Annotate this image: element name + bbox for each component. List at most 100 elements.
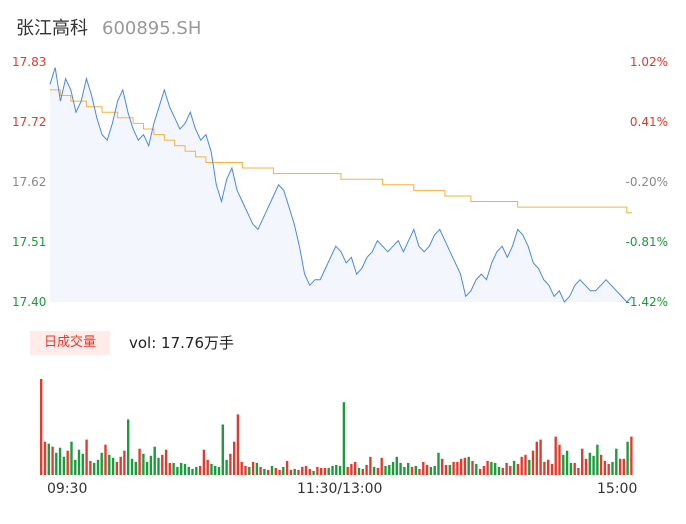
- volume-bar: [573, 462, 576, 475]
- volume-bar: [111, 457, 115, 475]
- volume-bar: [369, 456, 372, 475]
- volume-bar: [505, 462, 508, 475]
- volume-bar: [293, 468, 296, 475]
- volume-bar: [214, 465, 217, 475]
- volume-bar: [282, 466, 285, 475]
- volume-bar: [361, 468, 364, 475]
- volume-bar: [236, 414, 240, 475]
- volume-bar: [164, 449, 168, 475]
- volume-bar: [433, 465, 436, 475]
- volume-bar: [581, 448, 584, 475]
- volume-bar: [456, 461, 459, 475]
- volume-bar: [138, 448, 141, 475]
- volume-bar: [270, 465, 274, 475]
- volume-bar: [240, 461, 243, 475]
- volume-bar: [104, 444, 107, 475]
- volume-bar: [391, 461, 395, 475]
- volume-bar: [410, 466, 414, 475]
- stock-code: 600895.SH: [102, 18, 202, 39]
- volume-bar: [444, 464, 448, 475]
- volume-bar: [615, 448, 618, 475]
- price-area: [50, 67, 632, 302]
- volume-bar: [592, 455, 595, 475]
- volume-bar: [622, 458, 625, 475]
- price-label-4: 17.51: [12, 235, 47, 249]
- volume-bar: [350, 463, 353, 475]
- volume-bar: [81, 453, 84, 475]
- volume-bar: [437, 452, 440, 475]
- volume-bar: [539, 439, 542, 475]
- volume-bar: [153, 446, 156, 475]
- volume-bar: [248, 466, 251, 475]
- volume-bar: [516, 463, 520, 475]
- price-label-low: 17.40: [12, 295, 47, 309]
- volume-bar: [346, 466, 349, 475]
- stock-name: 张江高科: [16, 18, 88, 39]
- volume-bar: [407, 462, 410, 475]
- volume-bar: [380, 457, 383, 475]
- volume-bar: [414, 465, 417, 475]
- price-line: [49, 67, 633, 303]
- volume-bar: [274, 467, 277, 475]
- volume-bar: [183, 463, 187, 475]
- pct-label-mid: -0.20%: [625, 175, 668, 189]
- volume-bar: [418, 468, 421, 475]
- volume-bar: [47, 443, 50, 475]
- pct-label-high: 1.02%: [629, 55, 668, 69]
- volume-bar: [233, 441, 236, 475]
- volume-bar: [168, 462, 171, 475]
- volume-bar: [463, 457, 467, 475]
- volume-bar: [176, 466, 179, 475]
- volume-bar: [172, 462, 175, 475]
- volume-bar: [308, 468, 311, 475]
- volume-bar: [384, 465, 387, 475]
- volume-bar: [501, 467, 504, 475]
- volume-bar: [85, 439, 88, 475]
- volume-bar: [157, 457, 160, 475]
- volume-bar: [251, 461, 255, 475]
- volume-bar: [354, 461, 357, 475]
- volume-bar: [512, 460, 516, 475]
- time-label-open: 09:30: [47, 481, 88, 497]
- volume-bar: [89, 460, 92, 475]
- volume-bar: [388, 464, 391, 475]
- volume-bar: [202, 449, 206, 475]
- volume-bar: [66, 450, 69, 475]
- volume-bar: [40, 379, 43, 475]
- volume-bar: [342, 402, 346, 475]
- volume-bar: [115, 461, 119, 475]
- volume-bar: [100, 452, 103, 475]
- volume-bar: [618, 458, 622, 475]
- volume-bar: [145, 461, 149, 475]
- volume-bar: [320, 467, 323, 475]
- volume-bar: [323, 467, 327, 475]
- volume-bar: [93, 462, 96, 475]
- volume-bar: [497, 466, 501, 475]
- volume-bar: [149, 455, 153, 475]
- average-price-line: [50, 89, 632, 214]
- volume-bar: [531, 450, 535, 475]
- volume-bar: [482, 465, 486, 475]
- volume-bar: [285, 460, 289, 475]
- volume-bar: [603, 460, 607, 475]
- pct-label-4: -0.81%: [625, 235, 668, 249]
- volume-bar: [395, 456, 398, 475]
- volume-tab[interactable]: 日成交量: [30, 331, 110, 355]
- volume-bar: [161, 454, 164, 475]
- volume-bar: [403, 466, 406, 475]
- pct-label-low: -1.42%: [625, 295, 668, 309]
- volume-bar: [206, 459, 209, 475]
- volume-bar: [494, 462, 497, 475]
- volume-bar: [562, 454, 565, 475]
- volume-bar: [58, 447, 62, 475]
- volume-summary: vol: 17.76万手: [129, 334, 234, 352]
- volume-bar: [289, 469, 293, 475]
- volume-bar: [535, 441, 538, 475]
- volume-bar: [365, 464, 368, 475]
- volume-bar: [123, 450, 126, 475]
- volume-bar: [467, 456, 470, 475]
- volume-bar: [611, 461, 614, 475]
- volume-bar: [588, 452, 591, 475]
- volume-bar: [221, 424, 224, 475]
- intraday-price-chart: [49, 67, 633, 303]
